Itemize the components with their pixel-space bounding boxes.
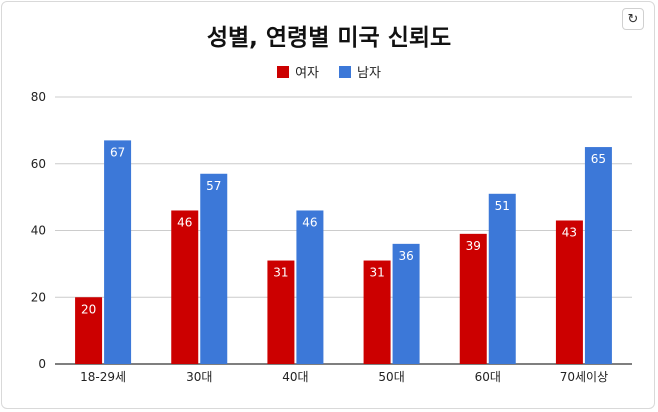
y-tick-label: 0: [38, 357, 46, 371]
bar: [459, 233, 487, 364]
data-label: 46: [302, 215, 317, 229]
bar: [200, 173, 228, 364]
refresh-icon: ↻: [627, 11, 639, 27]
legend-swatch-female: [277, 65, 290, 78]
bar: [363, 260, 391, 364]
x-tick-label: 60대: [475, 370, 501, 384]
bar: [392, 243, 420, 364]
bar: [296, 210, 324, 364]
x-tick-label: 50대: [378, 370, 404, 384]
refresh-button[interactable]: ↻: [622, 8, 644, 30]
y-tick-label: 20: [31, 290, 46, 304]
bar: [104, 140, 132, 364]
x-tick-label: 18-29세: [80, 370, 126, 384]
data-label: 46: [177, 215, 192, 229]
legend-item-female: 여자: [277, 62, 319, 81]
data-label: 65: [591, 152, 606, 166]
bar: [555, 220, 583, 364]
legend-label-female: 여자: [295, 66, 319, 81]
chart-title: 성별, 연령별 미국 신뢰도: [206, 25, 452, 51]
legend-label-male: 남자: [357, 66, 381, 81]
bar: [584, 147, 612, 364]
data-label: 43: [562, 225, 577, 239]
bar: [171, 210, 199, 364]
data-label: 31: [369, 266, 384, 280]
data-label: 39: [466, 239, 481, 253]
data-label: 67: [110, 145, 125, 159]
y-tick-label: 40: [31, 224, 46, 238]
x-tick-label: 30대: [186, 370, 212, 384]
legend-swatch-male: [339, 65, 351, 78]
data-label: 31: [273, 266, 288, 280]
legend-item-male: 남자: [339, 62, 381, 81]
data-label: 20: [81, 302, 96, 316]
chart-legend: 여자 남자: [0, 62, 658, 81]
data-label: 57: [206, 179, 221, 193]
data-label: 51: [495, 199, 510, 213]
x-tick-label: 40대: [282, 370, 308, 384]
bar: [267, 260, 295, 364]
x-tick-label: 70세이상: [560, 370, 608, 384]
y-tick-label: 60: [31, 157, 46, 171]
bar: [488, 193, 516, 364]
data-label: 36: [398, 249, 413, 263]
y-tick-label: 80: [31, 90, 46, 104]
bar: [75, 297, 103, 364]
